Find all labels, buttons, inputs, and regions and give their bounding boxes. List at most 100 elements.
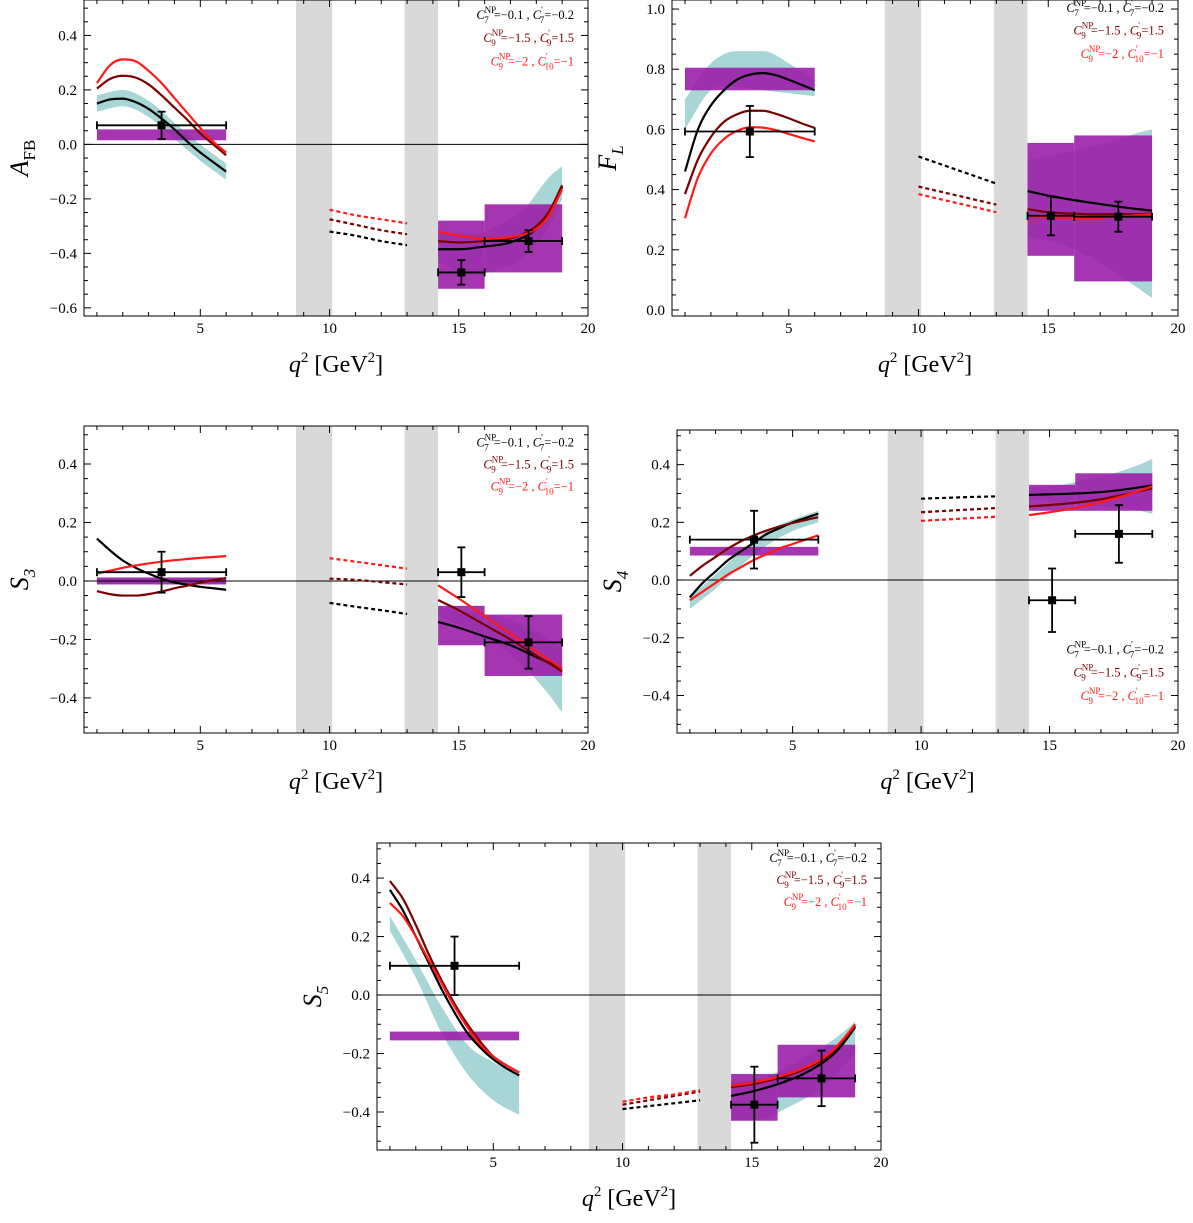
data-point-1 [1028, 567, 1077, 633]
y-tick-label: 0.2 [58, 83, 77, 99]
y-tick-label: −0.4 [50, 246, 78, 262]
np-curve-2-seg-2 [730, 1023, 857, 1087]
np-curve-1-seg-1 [918, 185, 997, 206]
veto-band-1 [404, 0, 439, 316]
x-tick-label: 5 [785, 321, 793, 337]
np-curve-0-seg-1 [622, 1099, 701, 1111]
plot-area [377, 843, 881, 1150]
veto-band-1 [995, 430, 1029, 733]
veto-band-0 [295, 426, 333, 733]
panel-fl: 5 10 15 20 q2 [GeV2] 0.0 0.2 0.4 0.6 0.8 1.0 FL CNP 7 =… [593, 0, 1186, 378]
data-point-0 [96, 110, 228, 140]
x-tick-label: 15 [1041, 321, 1056, 337]
x-tick-label: 20 [1171, 738, 1186, 754]
plot-area [84, 0, 588, 316]
x-axis: 5 10 15 20 [684, 0, 1186, 337]
x-tick-label: 5 [490, 1155, 498, 1171]
np-curve-0-seg-0 [683, 72, 816, 172]
data-point-2 [483, 229, 564, 253]
data-point-2 [1073, 200, 1153, 233]
y-axis-label: S5 [298, 986, 332, 1008]
plot-frame [83, 425, 589, 734]
legend-entry-2: CNP 9 =−2 , C' 10=−1 [1081, 686, 1164, 706]
legend-entry-1: CNP 9 =−1.5 , C' 9=1.5 [1073, 663, 1164, 683]
legend-entry-0: CNP 7 =−0.1 , C' 7=−0.2 [476, 432, 574, 452]
y-tick-label: 0.4 [651, 458, 670, 474]
x-tick-label: 20 [1171, 321, 1186, 337]
x-tick-label: 10 [615, 1155, 630, 1171]
data-point-1 [437, 259, 486, 286]
y-tick-label: 0.0 [58, 574, 77, 590]
np-curve-2-seg-0 [96, 58, 227, 154]
data-point-0 [688, 509, 820, 570]
np-curve-2-seg-1 [918, 193, 997, 214]
legend-entry-0: CNP 7 =−0.1 , C' 7=−0.2 [476, 5, 574, 25]
np-curve-2-seg-1 [329, 557, 408, 570]
np-curve-1-seg-2 [1027, 208, 1153, 216]
data-point-1 [730, 1065, 779, 1144]
y-tick-label: −0.4 [643, 688, 671, 704]
legend-entry-1: CNP 9 =−1.5 , C' 9=1.5 [776, 870, 867, 890]
y-tick-label: −0.2 [50, 192, 77, 208]
y-tick-label: −0.2 [643, 631, 670, 647]
data-point-2 [483, 615, 564, 670]
y-tick-label: 0.2 [651, 515, 670, 531]
x-tick-label: 15 [451, 321, 466, 337]
y-tick-label: 0.0 [58, 137, 77, 153]
x-tick-label: 10 [322, 321, 337, 337]
np-curve-1-seg-2 [438, 184, 564, 244]
x-tick-label: 15 [451, 738, 466, 754]
np-curve-2-seg-1 [329, 208, 408, 225]
y-axis: −0.4 −0.2 0.0 0.2 0.4 [50, 434, 588, 728]
data-point-0 [96, 550, 228, 594]
x-axis-label: q2 [GeV2] [582, 1184, 676, 1212]
veto-band-0 [588, 843, 626, 1150]
x-tick-label: 5 [197, 321, 205, 337]
x-tick-label: 5 [197, 738, 205, 754]
x-tick-label: 20 [874, 1155, 889, 1171]
y-tick-label: −0.6 [50, 301, 78, 317]
y-axis-label: AFB [5, 140, 39, 179]
np-curve-0-seg-1 [921, 495, 999, 500]
y-tick-label: 1.0 [646, 2, 665, 18]
legend-entry-0: CNP 7 =−0.1 , C' 7=−0.2 [769, 848, 867, 868]
x-tick-label: 5 [789, 738, 797, 754]
x-tick-label: 20 [581, 738, 596, 754]
y-tick-label: 0.2 [646, 243, 665, 259]
panel-afb: 5 10 15 20 q2 [GeV2] −0.6 −0.4 −0.2 0.0 0.2 0.4 AFB C… [5, 0, 596, 378]
np-curve-0-seg-2 [1028, 484, 1153, 497]
plot-area [84, 426, 588, 733]
panel-s5: 5 10 15 20 q2 [GeV2] −0.4 −0.2 0.0 0.2 0.4 S5 CNP 7 =−… [298, 842, 889, 1212]
y-tick-label: 0.4 [58, 28, 77, 44]
np-curve-0-seg-1 [329, 601, 408, 616]
np-curve-2-seg-2 [437, 584, 563, 670]
legend-entry-1: CNP 9 =−1.5 , C' 9=1.5 [1073, 21, 1164, 41]
legend-entry-2: CNP 9 =−2 , C' 10=−1 [491, 51, 574, 71]
x-tick-label: 15 [1042, 738, 1057, 754]
np-curve-2-seg-0 [389, 902, 520, 1074]
x-tick-label: 20 [581, 321, 596, 337]
exp-box-2 [777, 1044, 856, 1098]
np-curve-1-seg-1 [329, 577, 408, 586]
y-axis: 0.0 0.2 0.4 0.6 0.8 1.0 [646, 2, 1178, 319]
data-point-2 [1074, 504, 1154, 564]
np-curve-2-seg-2 [1028, 485, 1153, 517]
legend-entry-0: CNP 7 =−0.1 , C' 7=−0.2 [1066, 0, 1164, 18]
exp-box-0 [389, 1031, 520, 1041]
y-tick-label: −0.2 [343, 1047, 370, 1063]
veto-band-0 [887, 430, 924, 733]
np-curve-0-seg-2 [1027, 190, 1153, 212]
plot-frame [671, 0, 1179, 317]
sm-band-0 [389, 916, 520, 1115]
x-axis: 5 10 15 20 [96, 426, 596, 754]
y-tick-label: 0.0 [651, 573, 670, 589]
legend-entry-1: CNP 9 =−1.5 , C' 9=1.5 [483, 454, 574, 474]
np-curve-0-seg-2 [730, 1026, 857, 1097]
y-tick-label: 0.6 [646, 122, 665, 138]
x-axis-label: q2 [GeV2] [289, 767, 383, 795]
exp-box-0 [684, 67, 815, 91]
